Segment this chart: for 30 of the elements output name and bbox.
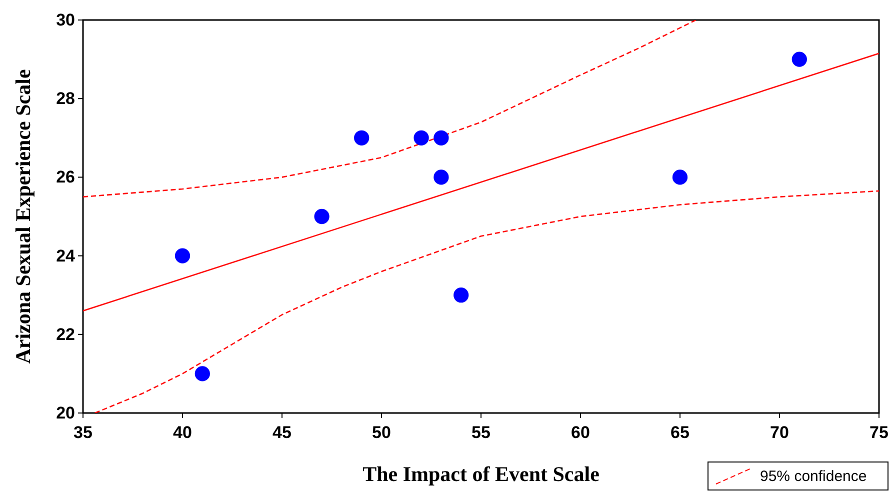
line-series [83, 20, 697, 198]
y-tick-label: 26 [56, 168, 75, 187]
point [194, 366, 210, 382]
x-tick-label: 40 [173, 423, 192, 442]
x-tick-label: 35 [74, 423, 92, 442]
point [454, 288, 469, 303]
y-tick-label: 22 [56, 324, 75, 344]
y-tick-label: 28 [56, 89, 75, 108]
x-axis-title: The Impact of Event Scale [362, 462, 600, 486]
point [672, 170, 688, 185]
y-axis-title: Arizona Sexual Experience Scale [11, 69, 35, 364]
x-tick-label: 45 [272, 423, 292, 442]
point [414, 130, 429, 146]
point [792, 52, 807, 67]
y-tick-label: 20 [56, 403, 75, 422]
x-tick-label: 50 [372, 423, 391, 442]
line-series [94, 190, 879, 413]
x-tick-label: 70 [770, 423, 789, 442]
y-tick-label: 24 [56, 246, 76, 266]
x-tick-label: 55 [472, 423, 490, 442]
point [314, 208, 330, 224]
point [434, 130, 449, 146]
legend-label: 95% confidence [760, 468, 867, 485]
x-tick-label: 65 [670, 423, 690, 442]
x-tick-label: 75 [870, 423, 888, 442]
point [434, 170, 449, 185]
y-tick-label: 30 [56, 10, 75, 30]
point [174, 248, 190, 264]
point [354, 130, 370, 146]
x-tick-label: 60 [571, 423, 590, 442]
